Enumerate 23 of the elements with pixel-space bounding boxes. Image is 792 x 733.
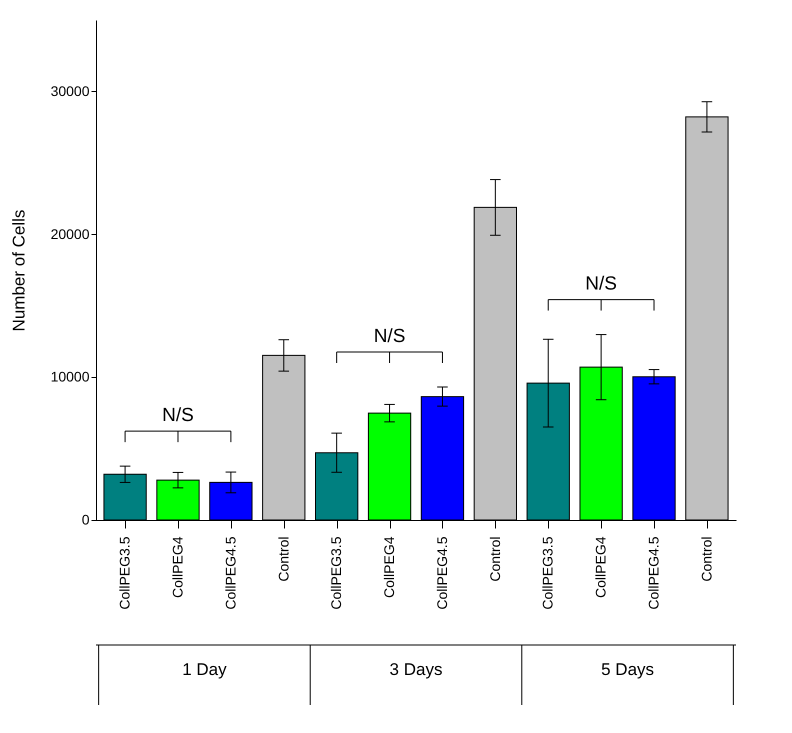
y-axis-title: Number of Cells	[10, 210, 29, 332]
text: 3 Days	[390, 660, 442, 679]
x-tick-label: Control	[698, 536, 714, 582]
annotation: N/S	[585, 274, 617, 295]
x-tick-label: CollPEG4	[169, 536, 186, 598]
x-tick-label: CollPEG4.5	[646, 536, 662, 610]
y-tick-label: 10000	[50, 368, 90, 385]
x-tick-label: Control	[275, 536, 292, 582]
y-tick-label: 0	[82, 512, 90, 528]
x-tick-label: CollPEG3.5	[328, 536, 344, 610]
x-tick-label: CollPEG3.5	[116, 536, 133, 610]
annotation: N/S	[374, 326, 406, 347]
x-tick-label: CollPEG4	[592, 536, 609, 598]
x-tick-label: CollPEG4	[381, 536, 398, 598]
x-tick-label: CollPEG3.5	[540, 536, 556, 610]
y-tick-label: 20000	[50, 226, 90, 242]
annotation: N/S	[162, 405, 194, 426]
x-tick-label: Control	[486, 536, 503, 582]
y-tick-label: 30000	[50, 82, 90, 99]
text: 1 Day	[182, 660, 228, 679]
x-tick-label: CollPEG4.5	[434, 536, 450, 610]
x-tick-label: CollPEG4.5	[222, 536, 238, 610]
text: 5 Days	[601, 660, 654, 679]
